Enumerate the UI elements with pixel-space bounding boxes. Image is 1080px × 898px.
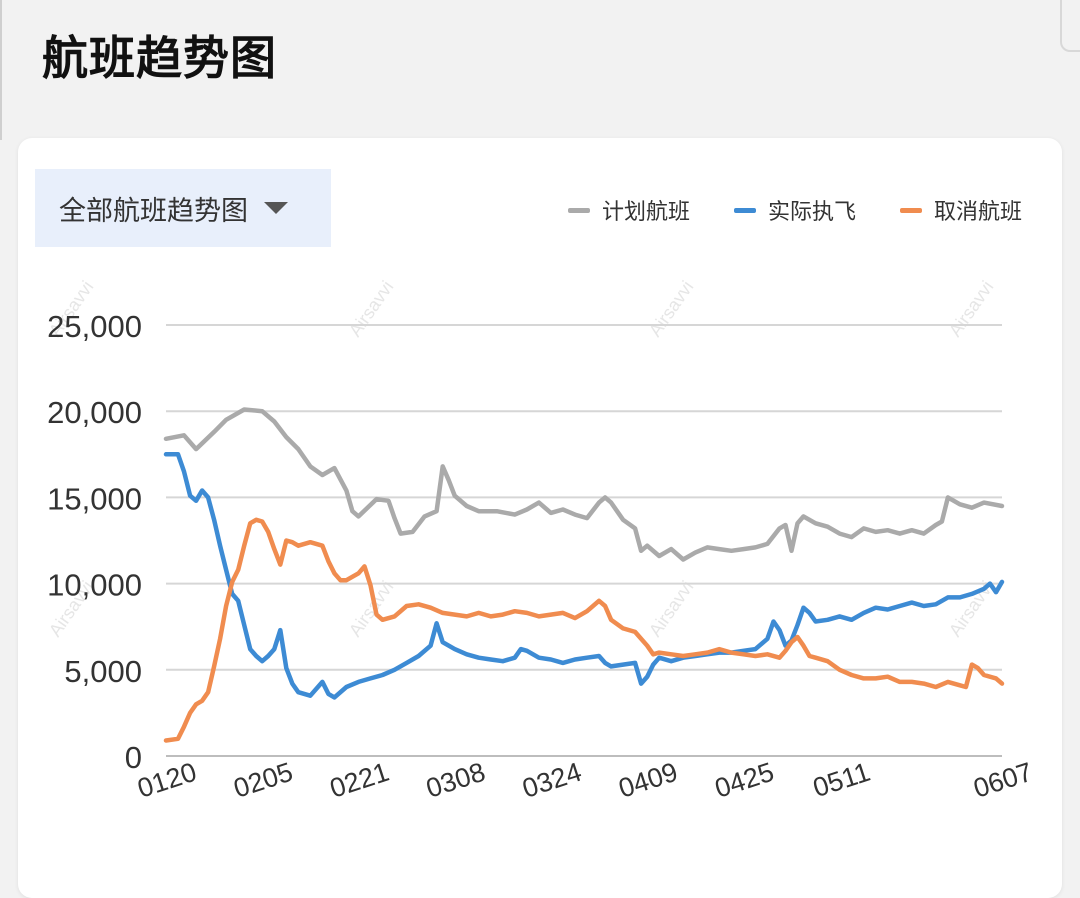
chart-legend: 计划航班 实际执飞 取消航班 xyxy=(567,194,1022,226)
x-tick-label: 0607 xyxy=(970,757,1036,804)
watermark-text: Airsavvi xyxy=(945,277,998,340)
x-tick-label: 0409 xyxy=(615,757,681,804)
series-line-cancelled xyxy=(163,517,1005,743)
x-tick-label: 0308 xyxy=(422,757,488,804)
x-tick-label: 0205 xyxy=(230,757,296,804)
watermarks: Airsavvi Airsavvi Airsavvi AirsavviAirsavvi… xyxy=(45,277,998,640)
caret-down-icon xyxy=(264,202,288,214)
legend-item-planned[interactable]: 计划航班 xyxy=(567,194,690,226)
legend-label-cancelled: 取消航班 xyxy=(933,200,1022,225)
y-tick-label: 5,000 xyxy=(64,654,142,689)
x-tick-label: 0324 xyxy=(519,757,585,804)
legend-label-actual: 实际执飞 xyxy=(767,200,856,225)
y-tick-label: 25,000 xyxy=(47,309,142,344)
trend-line-chart: Airsavvi Airsavvi Airsavvi AirsavviAirsavvi… xyxy=(45,277,1036,804)
series-line-planned xyxy=(163,407,1005,562)
top-right-corner-mark xyxy=(1060,0,1080,52)
x-tick-label: 0511 xyxy=(809,757,873,803)
y-tick-label: 10,000 xyxy=(47,568,142,603)
legend-item-cancelled[interactable]: 取消航班 xyxy=(899,194,1022,226)
page-title: 航班趋势图 xyxy=(42,31,277,85)
chart-type-dropdown[interactable]: 全部航班趋势图 xyxy=(35,169,331,247)
legend-swatch-cancelled xyxy=(899,207,922,213)
y-tick-label: 20,000 xyxy=(47,395,142,430)
gridlines xyxy=(166,324,1002,757)
legend-swatch-planned xyxy=(567,207,590,213)
chart-card: 全部航班趋势图 计划航班 实际执飞 取消航班 Airsavvi Airsavvi A… xyxy=(18,138,1062,898)
dropdown-label: 全部航班趋势图 xyxy=(59,195,248,227)
watermark-text: Airsavvi xyxy=(645,577,698,640)
watermark-text: Airsavvi xyxy=(645,277,698,340)
x-tick-label: 0425 xyxy=(711,757,777,804)
left-edge-line xyxy=(0,0,2,140)
legend-item-actual[interactable]: 实际执飞 xyxy=(733,194,856,226)
legend-swatch-actual xyxy=(733,207,756,213)
watermark-text: Airsavvi xyxy=(345,277,398,340)
x-axis-labels: 0120 0205 0221 0308 0324 0409 0425 0511 0607 xyxy=(134,757,1036,804)
y-tick-label: 0 xyxy=(125,740,142,775)
legend-label-planned: 计划航班 xyxy=(601,200,690,225)
y-tick-label: 15,000 xyxy=(47,481,142,516)
y-axis-labels: 0 5,000 10,000 15,000 20,000 25,000 xyxy=(47,309,142,775)
series-lines xyxy=(163,407,1005,743)
x-tick-label: 0221 xyxy=(326,757,392,804)
series-line-actual xyxy=(163,452,1005,700)
x-tick-label: 0120 xyxy=(134,757,200,804)
